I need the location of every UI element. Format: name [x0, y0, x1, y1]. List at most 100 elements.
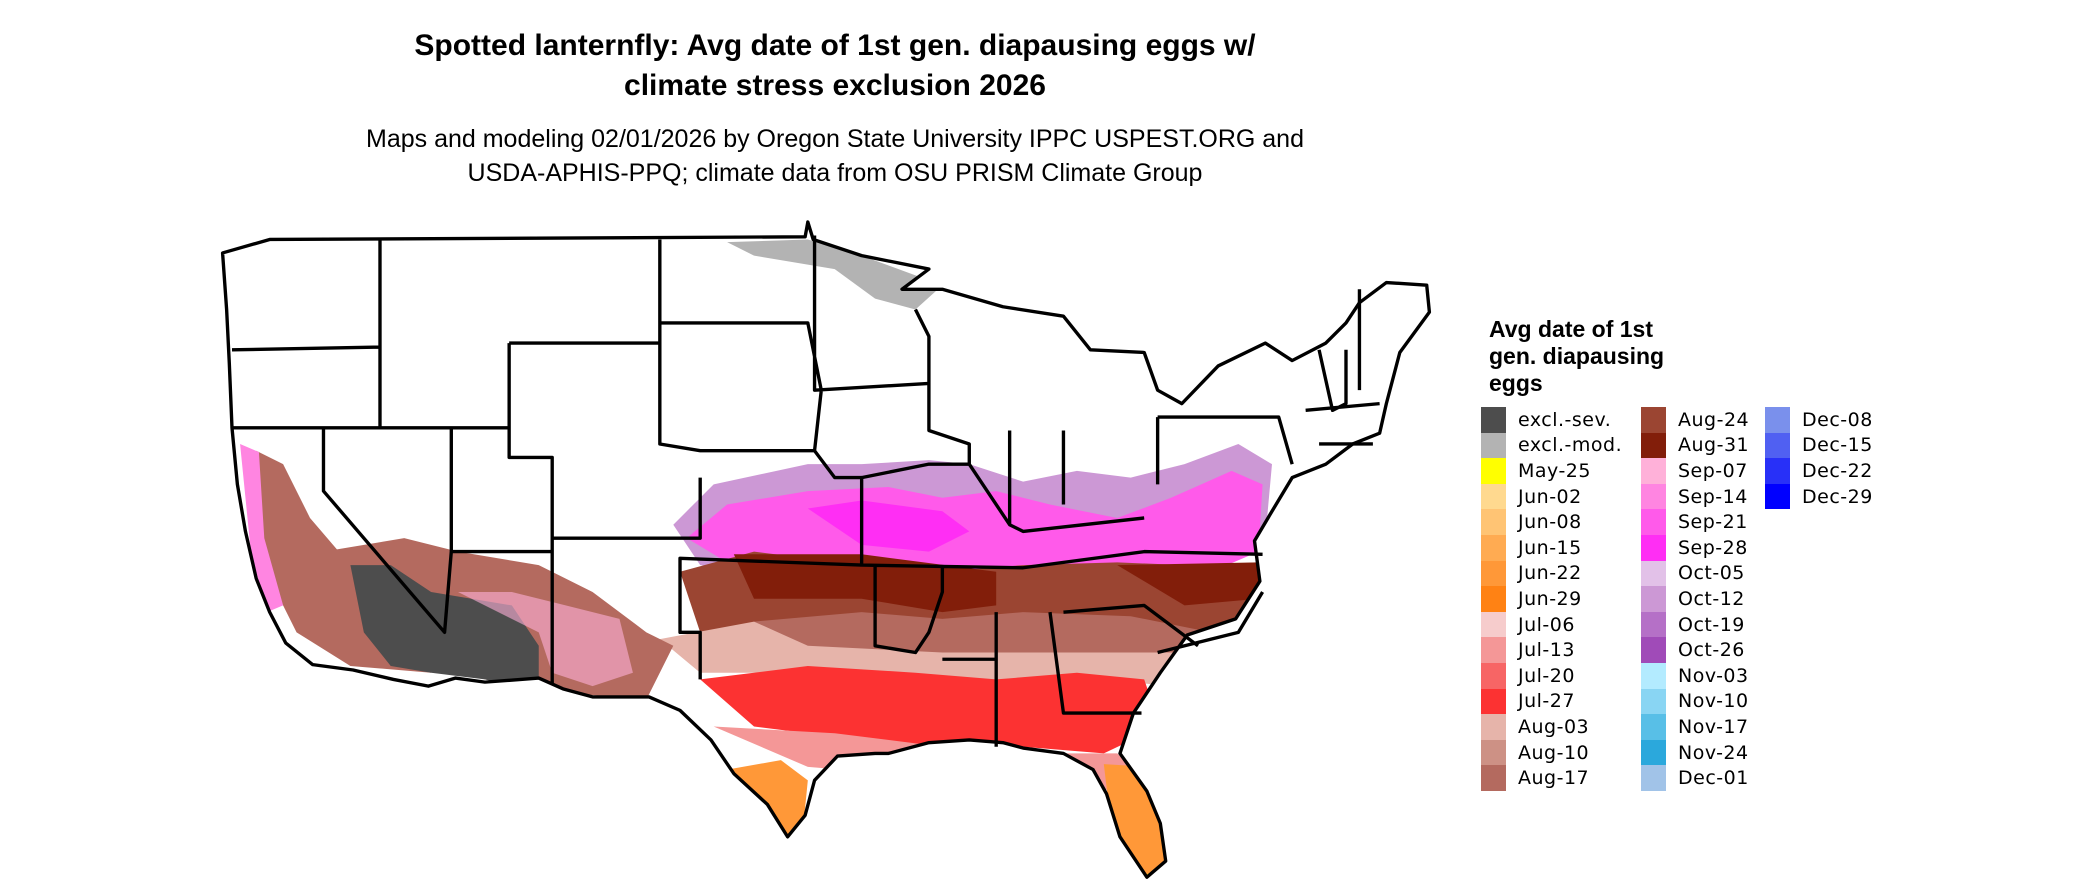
- legend-label: Jul-27: [1518, 690, 1575, 713]
- legend-item: May-25: [1481, 458, 1622, 484]
- legend-label: Jul-13: [1518, 639, 1575, 662]
- legend-item: Aug-03: [1481, 714, 1622, 740]
- legend-swatch: [1481, 407, 1506, 433]
- legend-swatch: [1641, 714, 1666, 740]
- legend-label: Oct-26: [1678, 639, 1745, 662]
- legend-label: Aug-24: [1678, 408, 1750, 431]
- legend-item: Dec-08: [1765, 407, 1873, 433]
- legend-label: excl.-mod.: [1518, 434, 1623, 457]
- legend-swatch: [1765, 407, 1790, 433]
- title-line-1: Spotted lanternfly: Avg date of 1st gen.…: [414, 29, 1256, 62]
- legend-label: Nov-17: [1678, 715, 1749, 738]
- legend-label: Nov-24: [1678, 741, 1749, 764]
- legend-label: Sep-07: [1678, 459, 1748, 482]
- legend-swatch: [1641, 662, 1666, 689]
- legend-label: Nov-10: [1678, 690, 1749, 713]
- legend-swatch: [1641, 739, 1666, 766]
- legend-label: Oct-12: [1678, 587, 1745, 610]
- legend-label: Oct-19: [1678, 613, 1745, 636]
- legend-item: Jun-15: [1481, 534, 1622, 561]
- legend-label: May-25: [1518, 459, 1591, 482]
- legend-item: Jul-27: [1481, 688, 1622, 715]
- subtitle-line-2: USDA-APHIS-PPQ; climate data from OSU PR…: [467, 159, 1203, 187]
- legend-swatch: [1641, 560, 1666, 587]
- legend-item: Jun-22: [1481, 560, 1622, 587]
- legend-label: Jun-29: [1518, 587, 1582, 610]
- legend-item: Dec-22: [1765, 458, 1873, 484]
- subtitle-line-1: Maps and modeling 02/01/2026 by Oregon S…: [366, 125, 1304, 153]
- legend-title-line: eggs: [1489, 370, 1543, 396]
- legend-swatch: [1481, 662, 1506, 689]
- legend-swatch: [1641, 534, 1666, 561]
- legend-item: Oct-19: [1641, 611, 1749, 638]
- legend-swatch: [1641, 586, 1666, 612]
- legend-swatch: [1481, 509, 1506, 535]
- legend-item: Oct-05: [1641, 560, 1749, 587]
- legend-item: Jul-13: [1481, 637, 1622, 663]
- legend-swatch: [1481, 534, 1506, 561]
- legend-item: Sep-21: [1641, 509, 1749, 535]
- legend-swatch: [1481, 765, 1506, 791]
- legend-column-2: Aug-24 Aug-31 Sep-07 Sep-14 Sep-21 Sep-28 Oct-…: [1641, 407, 1749, 791]
- legend-item: Dec-15: [1765, 432, 1873, 459]
- legend-item: Nov-17: [1641, 714, 1749, 740]
- phenology-raster: [222, 221, 1430, 878]
- legend-title: Avg date of 1st gen. diapausing eggs: [1489, 316, 1729, 397]
- legend-label: Sep-28: [1678, 536, 1748, 559]
- legend-label: Dec-22: [1802, 459, 1873, 482]
- legend-item: excl.-mod.: [1481, 432, 1623, 459]
- legend-label: Aug-03: [1518, 715, 1590, 738]
- legend-label: Jul-20: [1518, 664, 1575, 687]
- legend-label: Jun-08: [1518, 511, 1582, 534]
- legend-label: Aug-31: [1678, 434, 1750, 457]
- legend-column-1: excl.-sev. excl.-mod. May-25 Jun-02 Jun-08 Ju…: [1481, 407, 1622, 791]
- legend-swatch: [1481, 483, 1506, 510]
- legend-item: Dec-29: [1765, 483, 1873, 510]
- legend-swatch: [1481, 458, 1506, 484]
- legend-label: Jun-02: [1518, 485, 1582, 508]
- legend-item: Oct-26: [1641, 637, 1749, 663]
- legend-item: Jul-06: [1481, 611, 1622, 638]
- legend-swatch: [1481, 586, 1506, 612]
- legend-label: Jun-22: [1518, 562, 1582, 585]
- legend-swatch: [1641, 637, 1666, 663]
- legend-swatch: [1641, 407, 1666, 433]
- legend-swatch: [1641, 483, 1666, 510]
- legend-item: Aug-17: [1481, 765, 1622, 791]
- legend-swatch: [1641, 765, 1666, 791]
- legend-swatch: [1765, 483, 1790, 510]
- state-boundaries: [220, 220, 1432, 879]
- legend-label: Jul-06: [1518, 613, 1575, 636]
- legend-swatch: [1481, 714, 1506, 740]
- legend-label: Dec-08: [1802, 408, 1873, 431]
- legend-item: Jun-29: [1481, 586, 1622, 612]
- legend-item: Aug-24: [1641, 407, 1749, 433]
- map-title: Spotted lanternfly: Avg date of 1st gen.…: [250, 26, 1420, 106]
- legend-item: Oct-12: [1641, 586, 1749, 612]
- legend-label: Dec-01: [1678, 767, 1749, 790]
- legend-label: Aug-10: [1518, 741, 1590, 764]
- legend-item: Dec-01: [1641, 765, 1749, 791]
- legend-label: Dec-29: [1802, 485, 1873, 508]
- legend-label: Sep-21: [1678, 511, 1748, 534]
- legend-item: Aug-10: [1481, 739, 1622, 766]
- legend-item: Aug-31: [1641, 432, 1750, 459]
- legend-label: Jun-15: [1518, 536, 1582, 559]
- legend-column-3: Dec-08 Dec-15 Dec-22 Dec-29: [1765, 407, 1873, 510]
- legend-swatch: [1481, 611, 1506, 638]
- legend-item: Jun-02: [1481, 483, 1622, 510]
- title-line-2: climate stress exclusion 2026: [624, 69, 1046, 102]
- legend-swatch: [1641, 611, 1666, 638]
- legend-swatch: [1641, 458, 1666, 484]
- legend-label: Dec-15: [1802, 434, 1873, 457]
- legend-item: excl.-sev.: [1481, 407, 1622, 433]
- legend-item: Nov-24: [1641, 739, 1749, 766]
- legend-label: Nov-03: [1678, 664, 1749, 687]
- legend-swatch: [1481, 688, 1506, 715]
- legend-swatch: [1641, 688, 1666, 715]
- legend-swatch: [1481, 739, 1506, 766]
- legend-item: Sep-07: [1641, 458, 1749, 484]
- legend-swatch: [1481, 637, 1506, 663]
- legend-item: Sep-14: [1641, 483, 1749, 510]
